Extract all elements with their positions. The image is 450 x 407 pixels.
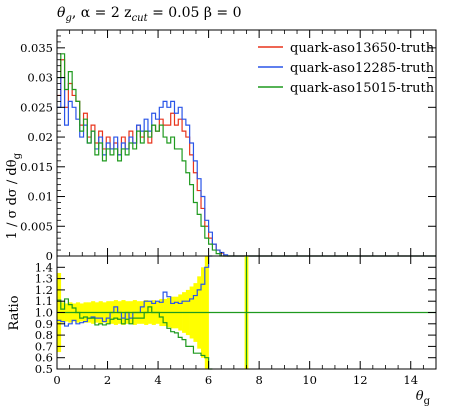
x-tick-label: 2 xyxy=(104,373,111,387)
legend: quark-aso13650-truth quark-aso12285-trut… xyxy=(258,41,435,96)
main-ytick-label: 0 xyxy=(46,249,53,263)
ratio-ytick-label: 0.8 xyxy=(35,328,53,342)
x-tick-label: 10 xyxy=(302,373,317,387)
x-tick-label: 0 xyxy=(53,373,60,387)
main-ytick-label: 0.01 xyxy=(27,190,53,204)
ratio-series-line-2 xyxy=(57,298,213,370)
ratio-ytick-label: 0.9 xyxy=(35,317,53,331)
ratio-frame xyxy=(56,255,437,370)
x-tick-label: 8 xyxy=(255,373,262,387)
ratio-ytick-label: 1.2 xyxy=(35,283,53,297)
main-ytick-label: 0.005 xyxy=(20,219,53,233)
ratio-ytick-label: 1.3 xyxy=(35,272,53,286)
main-series-line-2 xyxy=(57,76,436,257)
main-ytick-label: 0.035 xyxy=(20,41,53,55)
chart-title: θg, α = 2 zcut = 0.05 β = 0 xyxy=(57,5,242,24)
ratio-ylabel: Ratio xyxy=(7,295,22,330)
ratio-ytick-label: 0.5 xyxy=(35,362,53,376)
ratio-ytick-label: 1.0 xyxy=(35,306,53,320)
x-axis-label: θg xyxy=(416,389,431,407)
ratio-ytick-label: 0.6 xyxy=(35,351,53,365)
main-x-ticks xyxy=(56,30,424,256)
main-panel: 0 0.005 0.01 0.015 0.02 0.025 0.03 0.035 xyxy=(20,29,437,263)
ratio-ytick-label: 1.1 xyxy=(35,294,53,308)
legend-label-2: quark-aso12285-truth xyxy=(290,61,435,76)
main-ytick-label: 0.025 xyxy=(20,100,53,114)
x-tick-label: 4 xyxy=(154,373,161,387)
ratio-series-line-1 xyxy=(57,255,213,327)
legend-label-1: quark-aso13650-truth xyxy=(290,41,435,56)
x-tick-label: 6 xyxy=(205,373,212,387)
x-tick-label: 14 xyxy=(403,373,418,387)
x-tick-label: 12 xyxy=(353,373,368,387)
main-ytick-label: 0.02 xyxy=(27,130,53,144)
ratio-y-ticks: 0.50.60.70.80.91.01.11.21.31.4 xyxy=(35,260,436,376)
main-ytick-label: 0.03 xyxy=(27,71,53,85)
ratio-ytick-label: 0.7 xyxy=(35,339,53,353)
main-y-ticks: 0 0.005 0.01 0.015 0.02 0.025 0.03 0.035 xyxy=(20,35,436,263)
main-ylabel: 1 / σ dσ / dθg xyxy=(5,152,23,239)
ratio-panel: 0.50.60.70.80.91.01.11.21.31.4 0 2 4 6 8 10 12… xyxy=(35,255,437,387)
main-ytick-label: 0.015 xyxy=(20,160,53,174)
ratio-ytick-label: 1.4 xyxy=(35,260,53,274)
legend-label-3: quark-aso15015-truth xyxy=(290,81,435,96)
ratio-x-ticks: 0 2 4 6 8 10 12 14 xyxy=(53,256,424,387)
